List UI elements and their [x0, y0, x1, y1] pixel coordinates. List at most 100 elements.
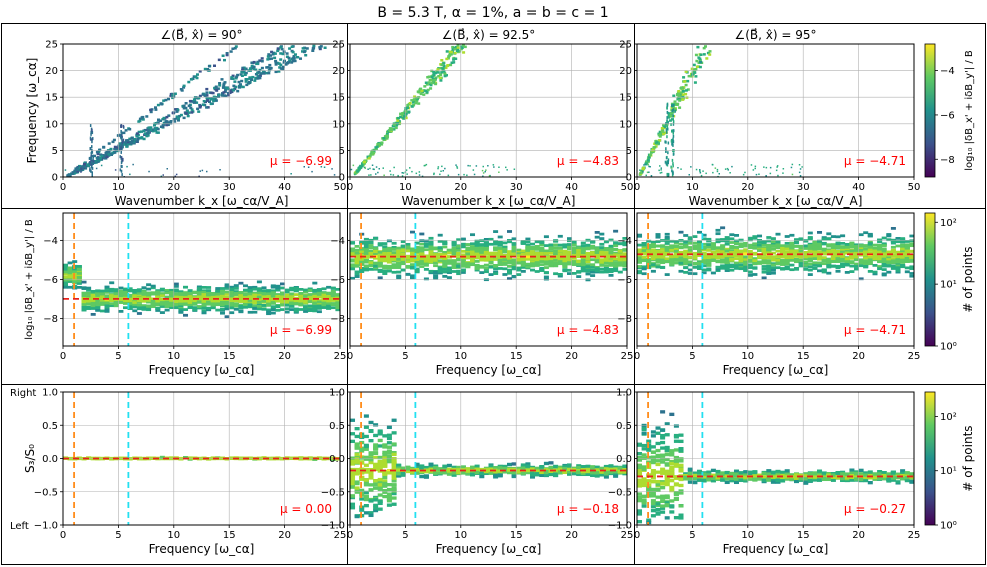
heatmap-cell	[139, 137, 143, 140]
heatmap-cell	[368, 252, 374, 255]
heatmap-cell	[271, 53, 275, 56]
heatmap-cell	[184, 102, 188, 105]
heatmap-cell	[75, 166, 79, 170]
heatmap-cell	[617, 257, 623, 261]
heatmap-cells	[64, 44, 336, 178]
heatmap-cell	[91, 159, 95, 163]
heatmap-cell	[502, 257, 508, 260]
heatmap-cell	[752, 273, 758, 276]
heatmap-cell	[650, 175, 653, 177]
heatmap-cell	[354, 257, 360, 261]
heatmap-cell	[150, 286, 156, 290]
heatmap-cell	[456, 253, 462, 257]
heatmap-cell	[220, 299, 226, 303]
heatmap-cell	[312, 301, 318, 305]
heatmap-cell	[63, 267, 69, 271]
heatmap-cell	[206, 286, 212, 289]
heatmap-cell	[770, 251, 776, 255]
heatmap-cell	[433, 274, 439, 278]
heatmap-cell	[729, 265, 735, 269]
heatmap-cell	[104, 307, 110, 310]
heatmap-cell	[201, 300, 207, 303]
heatmap-cell	[212, 99, 216, 103]
heatmap-cell	[734, 266, 740, 270]
heatmap-cell	[72, 279, 78, 283]
heatmap-cell	[250, 78, 253, 81]
heatmap-cell	[660, 259, 666, 263]
heatmap-cell	[608, 264, 614, 267]
heatmap-cell	[350, 267, 356, 271]
heatmap-cell	[392, 128, 396, 131]
heatmap-cell	[123, 292, 129, 296]
x-tick-label: 15	[510, 351, 523, 362]
heatmap-cell	[114, 169, 117, 171]
heatmap-cell	[80, 165, 84, 168]
heatmap-cell	[274, 70, 278, 74]
heatmap-cell	[699, 172, 702, 174]
heatmap-cell	[284, 290, 290, 294]
heatmap-cell	[567, 254, 573, 258]
heatmap-cell	[277, 70, 281, 73]
heatmap-cell	[289, 301, 295, 305]
y-tick-label: −4	[330, 236, 345, 247]
heatmap-cell	[431, 77, 435, 81]
heatmap-cell	[466, 174, 468, 176]
heatmap-cell	[731, 165, 733, 168]
heatmap-cell	[648, 153, 652, 156]
heatmap-cell	[661, 128, 665, 132]
heatmap-cell	[603, 255, 609, 258]
heatmap-cell	[423, 268, 429, 271]
heatmap-cell	[761, 265, 767, 268]
heatmap-cell	[452, 56, 456, 60]
heatmap-cell	[279, 46, 283, 49]
heatmap-cell	[146, 293, 152, 297]
heatmap-cell	[312, 294, 318, 298]
heatmap-cell	[603, 268, 609, 272]
heatmap-cell	[233, 304, 239, 308]
heatmap-cell	[687, 236, 693, 240]
heatmap-cell	[223, 86, 227, 89]
heatmap-cell	[391, 270, 397, 274]
heatmap-cell	[791, 163, 794, 166]
heatmap-cell	[236, 89, 240, 93]
heatmap-cell	[321, 291, 327, 295]
heatmap-cell	[257, 70, 261, 74]
heatmap-cell	[121, 147, 123, 151]
heatmap-cell	[201, 305, 207, 309]
heatmap-cell	[133, 138, 137, 141]
heatmap-cell	[302, 50, 306, 54]
heatmap-cell	[782, 172, 784, 174]
heatmap-cell	[692, 261, 698, 265]
heatmap-cell	[198, 70, 202, 73]
heatmap-cell	[95, 291, 101, 294]
heatmap-cell	[617, 261, 623, 265]
heatmap-cell	[678, 269, 684, 273]
heatmap-cell	[646, 157, 650, 161]
heatmap-cell	[323, 46, 327, 49]
heatmap-cell	[81, 308, 87, 312]
heatmap-cell	[267, 71, 271, 75]
heatmap-cell	[63, 284, 69, 288]
heatmap-cell	[757, 262, 763, 265]
heatmap-cell	[256, 77, 260, 80]
heatmap-cell	[290, 173, 292, 175]
heatmap-cell	[182, 104, 186, 108]
heatmap-cell	[419, 247, 425, 251]
heatmap-cell	[281, 67, 285, 71]
heatmap-cell	[76, 282, 82, 285]
heatmap-cell	[405, 248, 411, 251]
heatmap-cell	[437, 256, 443, 259]
heatmap-cell	[414, 96, 418, 100]
heatmap-cell	[738, 264, 744, 268]
heatmap-cell	[434, 76, 438, 79]
heatmap-cell	[187, 295, 193, 298]
heatmap-cell	[118, 310, 124, 313]
heatmap-cell	[284, 307, 290, 311]
heatmap-cell	[502, 260, 508, 264]
heatmap-cell	[113, 304, 119, 308]
heatmap-cell	[90, 154, 94, 158]
heatmap-cell	[442, 253, 448, 257]
heatmap-cell	[226, 86, 230, 90]
heatmap-cell	[303, 306, 309, 310]
heatmap-cell	[410, 230, 416, 234]
